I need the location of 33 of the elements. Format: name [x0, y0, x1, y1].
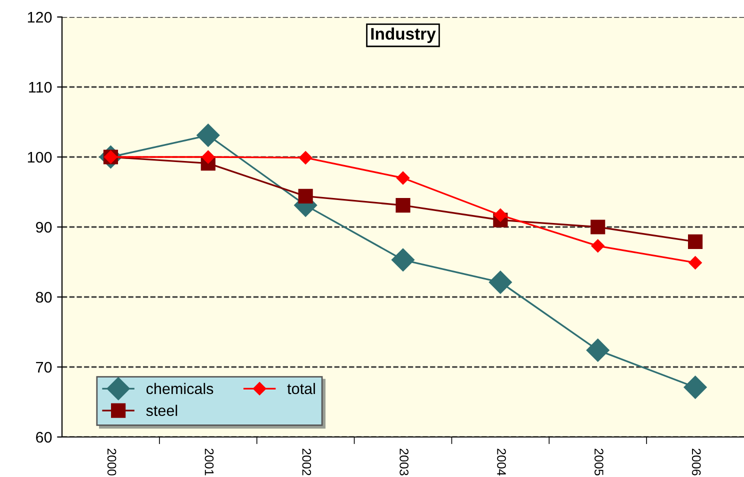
y-tick-label: 110 [29, 82, 52, 93]
point [590, 220, 606, 234]
y-tick-label: 120 [28, 12, 52, 23]
point [688, 234, 703, 249]
x-tick-label: 2000 [107, 448, 116, 476]
point [202, 150, 215, 164]
point [488, 270, 512, 294]
point [591, 239, 604, 252]
legend-label: steel [146, 404, 178, 416]
point [298, 151, 312, 164]
point [494, 208, 508, 222]
x-tick-label: 2001 [204, 448, 214, 476]
y-tick-label: 90 [36, 222, 52, 233]
y-tick-label: 80 [36, 292, 52, 303]
x-tick-label: 2002 [302, 448, 312, 476]
y-tick-label: 70 [36, 362, 52, 373]
x-tick-label: 2003 [400, 448, 408, 476]
x-tick-label: 2005 [594, 448, 604, 476]
point [298, 188, 313, 204]
point [586, 338, 610, 362]
x-tick-label: 2004 [497, 448, 506, 476]
point [684, 376, 707, 399]
legend-label: total [287, 382, 315, 394]
point [392, 248, 414, 272]
point [396, 171, 410, 185]
legend-label: chemicals [146, 382, 214, 394]
x-tick-label: 2006 [692, 448, 701, 476]
y-tick-label: 60 [36, 432, 52, 443]
text: Industry [371, 28, 436, 44]
y-tick-label: 100 [28, 152, 52, 163]
point [196, 124, 220, 147]
point [396, 198, 410, 213]
point [688, 256, 702, 270]
